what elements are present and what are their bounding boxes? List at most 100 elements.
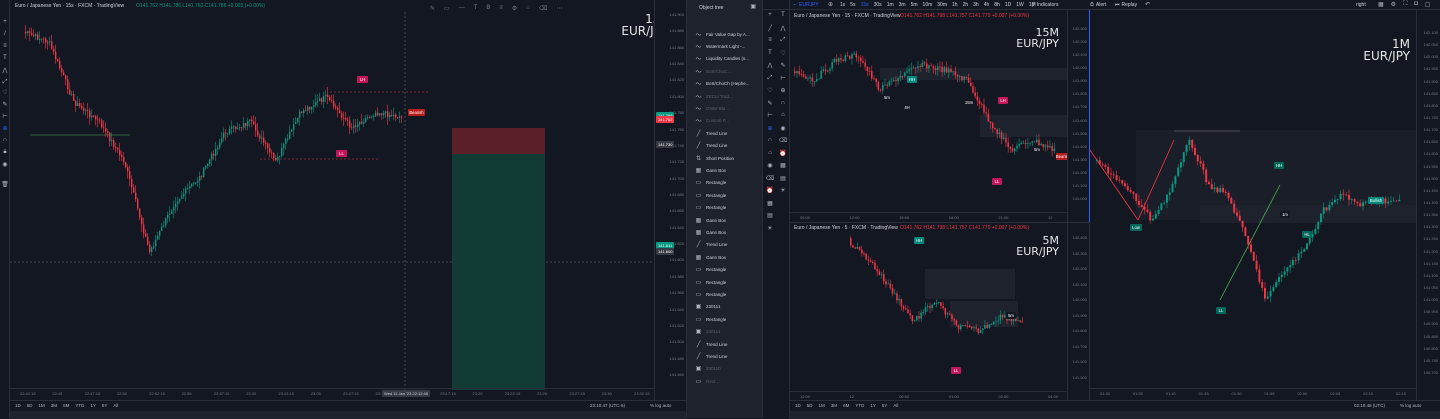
widget-crosshair-icon[interactable]: T [781,12,785,18]
widget-brush-icon[interactable]: ∩ [780,99,786,106]
symbol-search[interactable]: ⌁ EURJPY [793,2,819,8]
interval-tab[interactable]: 1h [952,2,958,8]
ruler-icon[interactable]: ⊢ [2,113,8,120]
brush-icon[interactable]: ✎ [767,100,773,107]
trendline-tool-icon[interactable]: / [4,31,6,37]
color-icon[interactable]: ▭ [444,6,450,12]
object-tree-item[interactable]: 〜 Order Blo... [687,102,763,114]
news-icon[interactable]: ▤ [767,213,773,219]
interval-tab[interactable]: 15s [860,2,869,8]
time-axis[interactable]: 22:42:15 22:45 22:47:15 22:50 22:52:15 22:55 2… [10,388,654,398]
magnet-icon[interactable]: ∩ [767,137,773,143]
interval-tab[interactable]: 10m [922,2,933,8]
publish-icon[interactable]: ▢ [1424,2,1431,8]
interval-tab[interactable]: 1D [1004,2,1012,8]
object-tree-item[interactable]: ╱ Trend Line [687,140,763,152]
widget-eye-icon[interactable]: ▦ [780,163,786,169]
widget-measure-icon[interactable]: ⊢ [780,75,786,82]
timeframe-button[interactable]: 1M [818,403,825,408]
chart-15s[interactable]: Euro / Japanese Yen · 15s · FXCM · Tradi… [10,0,686,400]
chart-15m[interactable]: Euro / Japanese Yen · 15 · FXCM · Tradin… [790,10,1090,222]
object-list[interactable]: 〜 Fair Value Gap by A... 〜 Watermark Light … [687,28,763,418]
object-tree-item[interactable]: ▭ Rectangle [687,313,763,325]
interval-tab[interactable]: 5m [910,2,918,8]
timeframe-button[interactable]: 3M [50,403,58,408]
panel-icon[interactable]: ▣ [750,4,756,10]
indicators-button[interactable]: ƒ Indicators [1032,2,1059,8]
text-icon[interactable]: T [473,5,478,11]
text-tool-icon[interactable]: T [3,55,7,61]
interval-tab[interactable]: 4h [983,2,990,8]
object-tree-item[interactable]: ╱ Trend Line [687,338,763,350]
layout-select[interactable]: right [1356,2,1366,8]
widget-fib-icon[interactable]: ⤢ [780,37,786,43]
chart-5m[interactable]: Euro / Japanese Yen · 5 · FXCM · Trading… [790,222,1090,400]
trash-icon[interactable]: ⌫ [538,6,548,12]
scale-options[interactable]: % log auto [1400,403,1422,408]
timeframe-button[interactable]: 1Y [870,403,876,408]
timeframe-button[interactable]: All [893,403,899,408]
interval-tab[interactable]: 1M [1028,2,1036,8]
layout-icon[interactable]: ▦ [1378,2,1384,8]
trash-icon[interactable]: 🗑︎ [1,181,9,188]
object-tree-item[interactable]: ▭ Rectangle [687,177,763,189]
pattern-icon[interactable]: ⋀ [767,63,773,69]
interval-tab[interactable]: 2h [962,2,969,8]
object-tree-item[interactable]: 〜 BoS/ChoCh (Hephe... [687,78,763,90]
timeframe-button[interactable]: 5D [26,403,33,408]
calendar-icon[interactable]: ▦ [767,200,773,207]
object-tree-item[interactable]: 〜 BoS/ChoC... [687,65,763,77]
settings-icon[interactable]: ⚙ [511,6,518,12]
measure-icon[interactable]: ⤢ [767,74,773,81]
drawing-toolbar[interactable]: ✎ ▭ — T B ≡ ⚙ ⌂ ⌫ ⋯ [430,5,680,13]
interval-tab[interactable]: 5s [850,2,856,8]
widget-heart-icon[interactable]: ⊕ [780,88,786,94]
pattern-tool-icon[interactable]: ⋀ [2,67,8,74]
object-tree-item[interactable]: ⇅ Short Position [687,152,763,164]
widget-ruler-icon[interactable]: ⌂ [781,112,785,118]
timeframe-button[interactable]: YTD [75,403,85,408]
eye-icon[interactable]: ◉ [767,163,773,169]
object-tree-item[interactable]: ▣ 230111 [687,326,763,338]
heart-icon[interactable]: ♡ [767,88,773,94]
interval-tab[interactable]: 3m [898,2,906,8]
eye-icon[interactable]: ◉ [2,161,8,168]
line-icon[interactable]: — [458,5,465,11]
text-icon[interactable]: T [768,49,772,56]
ruler-icon[interactable]: ⊢ [767,113,773,119]
object-tree-item[interactable]: ▭ Rectangle [687,202,763,214]
price-axis[interactable]: 142.300 142.200 142.100 142.000 141.900 141.8… [1067,10,1089,222]
widget-lock-icon[interactable]: ⏰ [779,150,787,157]
trendline-icon[interactable]: ╱ [768,25,772,32]
price-chart[interactable]: Low LL HH HL Bullish 1m [1090,10,1416,388]
timeframe-button[interactable]: YTD [855,403,865,408]
object-tree-item[interactable]: ▦ Gann Box [687,251,763,263]
interval-tab[interactable]: 8h [994,2,1000,8]
widget-magnet-icon[interactable]: ⌫ [778,138,788,144]
add-symbol-icon[interactable]: ⊕ [828,2,834,8]
heart-icon[interactable]: ♡ [2,89,8,96]
interval-tab[interactable]: 3h [973,2,979,8]
pen-icon[interactable]: ✎ [430,6,436,12]
time-axis[interactable]: 12:00 12 06:00 01:00 03:00 04:00 [790,391,1068,400]
object-tree-item[interactable]: ▦ Gann Box [687,226,763,238]
object-tree-item[interactable]: ▭ Rectangle [687,189,763,201]
align-icon[interactable]: ≡ [499,5,503,11]
timeframe-button[interactable]: 1D [795,403,801,408]
alert-icon[interactable]: ⏰ [766,188,774,194]
crosshair-icon[interactable]: + [3,19,7,25]
timeframe-button[interactable]: 6M [63,403,70,408]
object-tree-item[interactable]: ▭ Rectangle [687,276,763,288]
object-tree-item[interactable]: ╱ Trend Line [687,239,763,251]
timeframe-button[interactable]: 1D [15,403,21,408]
measure-tool-icon[interactable]: ⤢ [2,78,8,85]
interval-tabs[interactable]: 1s 5s 15s 30s 1m 3m 5m 10m 30m 1h 2h 3h 4h 8h 1D 1W 1M [840,2,1036,8]
price-axis[interactable]: 142.100 142.050 142.000 141.950 141.900 141.8… [1416,10,1440,400]
timeframe-button[interactable]: 5Y [101,403,108,408]
price-chart[interactable]: 5m 4H 15m LH Bearish 5m LL HH [790,20,1068,212]
replay-button[interactable]: ⏮ Replay [1115,2,1138,8]
interval-tab[interactable]: 30m [937,2,948,8]
timeframe-button[interactable]: 3M [830,403,838,408]
interval-tab[interactable]: 1W [1016,2,1024,8]
object-tree-item[interactable]: 〜 Watermark Light -... [687,40,763,52]
